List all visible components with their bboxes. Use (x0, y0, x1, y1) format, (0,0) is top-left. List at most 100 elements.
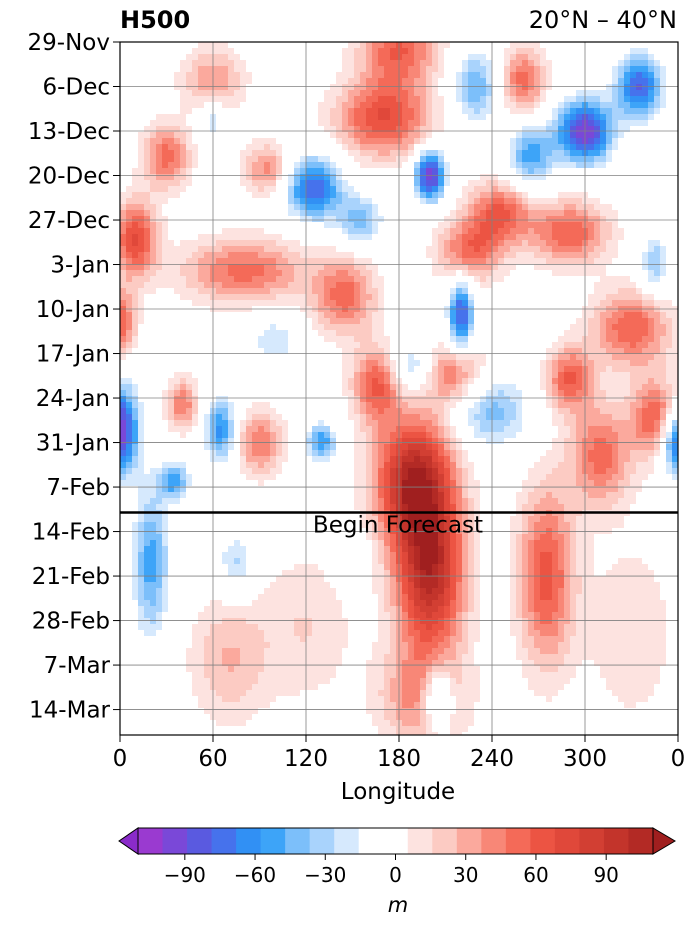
contour-cell (198, 312, 205, 319)
contour-cell (324, 162, 331, 169)
contour-cell (642, 114, 649, 121)
contour-cell (228, 312, 235, 319)
contour-cell (150, 114, 157, 121)
contour-cell (234, 282, 241, 289)
contour-cell (318, 132, 325, 139)
contour-cell (480, 240, 487, 247)
contour-cell (492, 48, 499, 55)
contour-cell (522, 66, 529, 73)
contour-cell (570, 342, 577, 349)
contour-cell (474, 96, 481, 103)
contour-cell (642, 354, 649, 361)
contour-cell (240, 66, 247, 73)
contour-cell (444, 66, 451, 73)
contour-cell (132, 162, 139, 169)
contour-cell (642, 276, 649, 283)
contour-cell (246, 48, 253, 55)
contour-cell (234, 330, 241, 337)
contour-cell (492, 288, 499, 295)
contour-field (120, 42, 679, 736)
contour-cell (486, 132, 493, 139)
contour-cell (618, 42, 625, 49)
contour-cell (450, 78, 457, 85)
contour-cell (648, 102, 655, 109)
contour-cell (630, 120, 637, 127)
contour-cell (144, 96, 151, 103)
contour-cell (444, 162, 451, 169)
contour-cell (222, 66, 229, 73)
contour-cell (666, 210, 673, 217)
contour-cell (126, 108, 133, 115)
contour-cell (246, 294, 253, 301)
contour-cell (228, 300, 235, 307)
contour-cell (174, 72, 181, 79)
contour-cell (672, 294, 679, 301)
contour-cell (348, 174, 355, 181)
contour-cell (300, 84, 307, 91)
contour-cell (576, 72, 583, 79)
contour-cell (540, 258, 547, 265)
contour-cell (516, 360, 523, 367)
contour-cell (540, 324, 547, 331)
contour-cell (594, 168, 601, 175)
contour-cell (198, 240, 205, 247)
contour-cell (324, 48, 331, 55)
contour-cell (570, 288, 577, 295)
contour-cell (138, 216, 145, 223)
contour-cell (540, 66, 547, 73)
contour-cell (330, 246, 337, 253)
contour-cell (504, 294, 511, 301)
contour-cell (474, 258, 481, 265)
contour-cell (516, 96, 523, 103)
contour-cell (216, 330, 223, 337)
contour-cell (456, 234, 463, 241)
contour-cell (522, 96, 529, 103)
contour-cell (612, 132, 619, 139)
contour-cell (270, 42, 277, 49)
contour-cell (498, 222, 505, 229)
contour-cell (120, 204, 127, 211)
contour-cell (510, 240, 517, 247)
contour-cell (348, 276, 355, 283)
contour-cell (258, 198, 265, 205)
contour-cell (150, 168, 157, 175)
contour-cell (504, 198, 511, 205)
contour-cell (666, 90, 673, 97)
contour-cell (252, 54, 259, 61)
contour-cell (444, 234, 451, 241)
contour-cell (528, 300, 535, 307)
contour-cell (600, 168, 607, 175)
contour-cell (330, 78, 337, 85)
contour-cell (570, 264, 577, 271)
contour-cell (528, 120, 535, 127)
contour-cell (234, 78, 241, 85)
contour-cell (282, 84, 289, 91)
contour-cell (252, 360, 259, 367)
contour-cell (636, 144, 643, 151)
contour-cell (342, 318, 349, 325)
contour-cell (486, 348, 493, 355)
contour-cell (648, 132, 655, 139)
contour-cell (558, 42, 565, 49)
contour-cell (192, 282, 199, 289)
contour-cell (468, 192, 475, 199)
contour-cell (342, 138, 349, 145)
contour-cell (642, 282, 649, 289)
contour-cell (612, 90, 619, 97)
contour-cell (366, 96, 373, 103)
contour-cell (372, 276, 379, 283)
contour-cell (312, 66, 319, 73)
contour-cell (120, 60, 127, 67)
contour-cell (144, 336, 151, 343)
contour-cell (336, 90, 343, 97)
contour-cell (468, 108, 475, 115)
contour-cell (450, 156, 457, 163)
contour-cell (570, 222, 577, 229)
contour-cell (222, 336, 229, 343)
contour-cell (528, 240, 535, 247)
contour-cell (522, 54, 529, 61)
contour-cell (444, 222, 451, 229)
contour-cell (240, 78, 247, 85)
contour-cell (456, 342, 463, 349)
contour-cell (420, 288, 427, 295)
